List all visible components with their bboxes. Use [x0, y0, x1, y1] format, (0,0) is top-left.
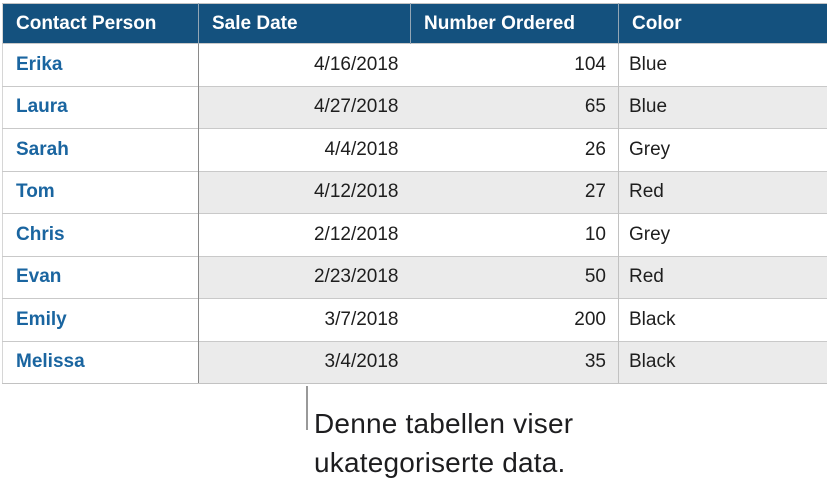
- cell-number-ordered[interactable]: 65: [410, 85, 619, 129]
- cell-contact-person[interactable]: Laura: [2, 85, 199, 129]
- callout-text: Denne tabellen viser ukategoriserte data…: [314, 404, 573, 482]
- cell-color[interactable]: Blue: [618, 43, 827, 86]
- cell-sale-date[interactable]: 2/23/2018: [198, 255, 411, 299]
- cell-number-ordered[interactable]: 35: [410, 340, 619, 384]
- cell-color[interactable]: Red: [618, 255, 827, 299]
- callout-leader-line: [306, 386, 308, 430]
- cell-sale-date[interactable]: 4/12/2018: [198, 170, 411, 214]
- cell-contact-person[interactable]: Chris: [2, 213, 199, 256]
- table-header-row: Contact Person Sale Date Number Ordered …: [2, 3, 827, 44]
- header-cell-sale-date[interactable]: Sale Date: [198, 3, 411, 44]
- cell-color[interactable]: Grey: [618, 213, 827, 256]
- cell-sale-date[interactable]: 2/12/2018: [198, 213, 411, 256]
- header-cell-color[interactable]: Color: [618, 3, 827, 44]
- table-row: Emily 3/7/2018 200 Black: [2, 298, 827, 341]
- cell-number-ordered[interactable]: 200: [410, 298, 619, 341]
- header-cell-number-ordered[interactable]: Number Ordered: [410, 3, 619, 44]
- cell-contact-person[interactable]: Tom: [2, 170, 199, 214]
- cell-color[interactable]: Red: [618, 170, 827, 214]
- table-row: Melissa 3/4/2018 35 Black: [2, 340, 827, 384]
- table-row: Laura 4/27/2018 65 Blue: [2, 85, 827, 129]
- table-row: Erika 4/16/2018 104 Blue: [2, 43, 827, 86]
- cell-contact-person[interactable]: Sarah: [2, 128, 199, 171]
- cell-color[interactable]: Black: [618, 340, 827, 384]
- cell-sale-date[interactable]: 4/4/2018: [198, 128, 411, 171]
- header-cell-contact-person[interactable]: Contact Person: [2, 3, 199, 44]
- cell-contact-person[interactable]: Evan: [2, 255, 199, 299]
- table-row: Tom 4/12/2018 27 Red: [2, 170, 827, 214]
- data-table-container: Contact Person Sale Date Number Ordered …: [2, 3, 827, 384]
- callout-text-line-2: ukategoriserte data.: [314, 447, 566, 478]
- callout-text-line-1: Denne tabellen viser: [314, 408, 574, 439]
- cell-contact-person[interactable]: Erika: [2, 43, 199, 86]
- cell-number-ordered[interactable]: 27: [410, 170, 619, 214]
- cell-sale-date[interactable]: 3/4/2018: [198, 340, 411, 384]
- table-body: Erika 4/16/2018 104 Blue Laura 4/27/2018 65 Blu…: [2, 43, 827, 384]
- cell-number-ordered[interactable]: 26: [410, 128, 619, 171]
- data-table: Contact Person Sale Date Number Ordered …: [2, 3, 827, 384]
- cell-sale-date[interactable]: 4/16/2018: [198, 43, 411, 86]
- table-row: Evan 2/23/2018 50 Red: [2, 255, 827, 299]
- cell-sale-date[interactable]: 4/27/2018: [198, 85, 411, 129]
- cell-number-ordered[interactable]: 50: [410, 255, 619, 299]
- table-row: Sarah 4/4/2018 26 Grey: [2, 128, 827, 171]
- cell-contact-person[interactable]: Melissa: [2, 340, 199, 384]
- cell-color[interactable]: Grey: [618, 128, 827, 171]
- cell-color[interactable]: Blue: [618, 85, 827, 129]
- table-row: Chris 2/12/2018 10 Grey: [2, 213, 827, 256]
- cell-number-ordered[interactable]: 104: [410, 43, 619, 86]
- cell-color[interactable]: Black: [618, 298, 827, 341]
- cell-sale-date[interactable]: 3/7/2018: [198, 298, 411, 341]
- cell-number-ordered[interactable]: 10: [410, 213, 619, 256]
- cell-contact-person[interactable]: Emily: [2, 298, 199, 341]
